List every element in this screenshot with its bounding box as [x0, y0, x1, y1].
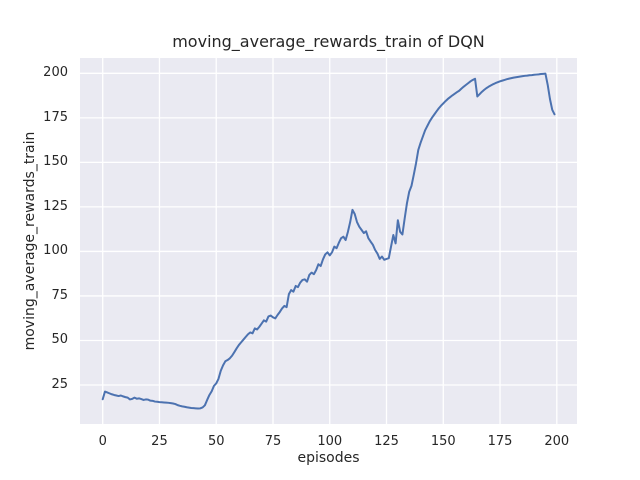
y-tick-label: 50: [51, 332, 68, 348]
y-tick-label: 25: [51, 376, 68, 392]
y-tick-label: 75: [51, 287, 68, 303]
x-tick-label: 50: [207, 434, 225, 449]
plot-area: [80, 58, 577, 424]
y-axis-label: moving_average_rewards_train: [22, 131, 38, 351]
y-tick-label: 125: [43, 198, 68, 214]
x-axis-label: episodes: [297, 450, 360, 466]
y-tick-label: 175: [43, 109, 68, 125]
x-tick-label: 0: [98, 434, 107, 449]
data-line: [101, 72, 556, 410]
x-tick-label: 200: [544, 434, 570, 449]
x-tick-label: 175: [487, 434, 513, 449]
x-tick-label: 100: [317, 434, 343, 449]
x-tick-label: 75: [264, 434, 282, 449]
x-tick-label: 150: [430, 434, 456, 449]
chart-title: moving_average_rewards_train of DQN: [172, 32, 485, 51]
y-tick-label: 100: [43, 243, 68, 259]
line-chart-canvas: [80, 58, 577, 424]
x-tick-label: 25: [151, 434, 168, 449]
x-tick-label: 125: [374, 434, 399, 449]
y-tick-label: 150: [43, 154, 68, 170]
y-tick-label: 200: [43, 65, 68, 81]
